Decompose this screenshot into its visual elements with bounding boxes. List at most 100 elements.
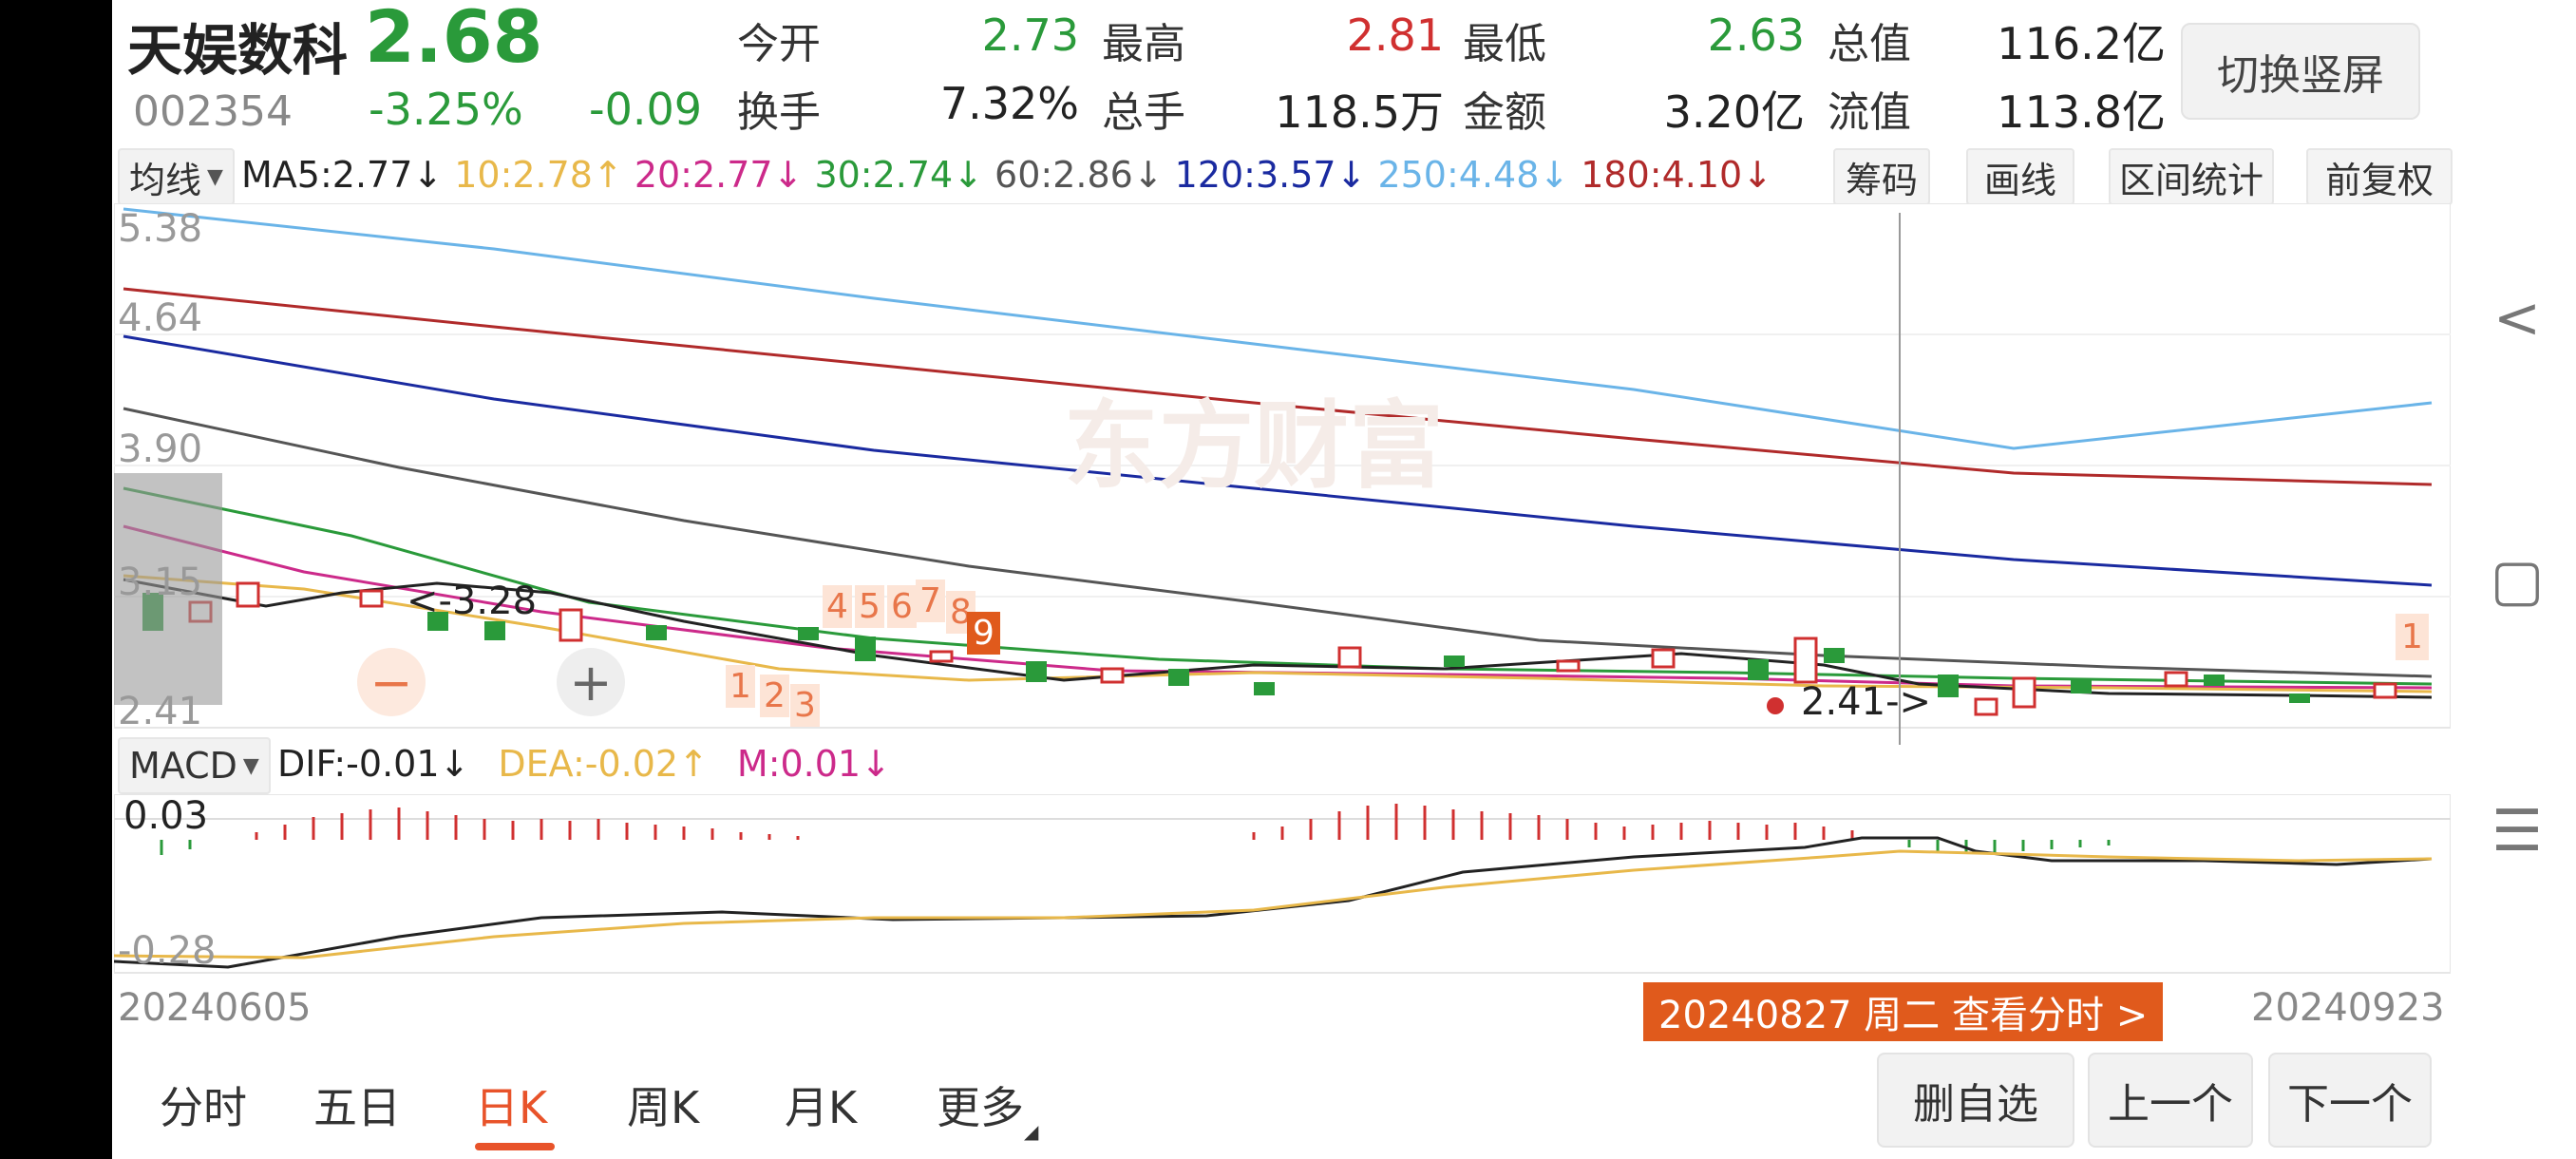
macd-chart[interactable] (114, 794, 2451, 975)
signal-number: 3 (790, 684, 820, 727)
volume-label: 总手 (1102, 88, 1185, 137)
tab-daily-k[interactable]: 日K (475, 1082, 548, 1133)
ma120-line (123, 334, 2433, 587)
draw-line-button[interactable]: 画线 (1966, 148, 2074, 205)
signal-number: 9 (967, 612, 1000, 655)
y-label: 3.90 (118, 428, 203, 471)
chips-button[interactable]: 筹码 (1833, 148, 1930, 205)
ma30-line (123, 486, 2433, 686)
ma-item: 250:4.48↓ (1377, 154, 1570, 196)
ma-item: 180:4.10↓ (1581, 154, 1773, 196)
previous-button[interactable]: 上一个 (2088, 1053, 2253, 1148)
ma-item: 20:2.77↓ (634, 154, 804, 196)
dif-line (114, 836, 2433, 969)
macd-y-bottom: -0.28 (118, 929, 217, 973)
active-tab-underline (475, 1143, 555, 1150)
watermark: 东方财富 (1064, 390, 1444, 502)
signal-number: 4 (823, 585, 852, 628)
ma-item: 120:3.57↓ (1174, 154, 1367, 196)
low-label: 最低 (1463, 20, 1546, 68)
macd-selector-label: MACD (129, 745, 237, 787)
plus-icon: + (569, 652, 613, 712)
y-label: 3.15 (118, 560, 203, 604)
end-date: 20240923 (2251, 986, 2445, 1030)
menu-icon[interactable]: ☰ (2491, 798, 2543, 864)
mktcap-label: 总值 (1828, 20, 1911, 68)
signal-number: 8 (946, 591, 975, 634)
ma-item: 10:2.78↑ (454, 154, 623, 196)
open-label: 今开 (737, 20, 821, 68)
minus-icon: − (369, 652, 413, 712)
stock-code: 002354 (133, 87, 293, 136)
tab-five-day[interactable]: 五日 (313, 1082, 401, 1133)
signal-number: 1 (726, 665, 755, 708)
turnover-value: 7.32% (939, 78, 1079, 129)
next-button[interactable]: 下一个 (2268, 1053, 2432, 1148)
low-dot (1767, 697, 1784, 714)
ma-item: MA5:2.77↓ (241, 154, 444, 196)
float-label: 流值 (1828, 88, 1911, 137)
tab-intraday[interactable]: 分时 (160, 1082, 247, 1133)
low-value: 2.63 (1707, 10, 1805, 61)
signal-number: 5 (855, 585, 884, 628)
float-value: 113.8亿 (1997, 86, 2166, 138)
open-value: 2.73 (981, 10, 1079, 61)
ma-item: 30:2.74↓ (814, 154, 984, 196)
turnover-label: 换手 (737, 88, 821, 137)
tab-monthly-k[interactable]: 月K (785, 1082, 858, 1133)
high-value: 2.81 (1346, 10, 1444, 61)
mktcap-value: 116.2亿 (1997, 18, 2166, 69)
left-black-bar (0, 0, 112, 1159)
dif-value: DIF:-0.01↓ (277, 743, 470, 785)
signal-number: 2 (760, 674, 789, 717)
ma-legend: MA5:2.77↓ 10:2.78↑ 20:2.77↓ 30:2.74↓ 60:… (241, 148, 1772, 201)
kline-chart[interactable]: 东方财富 (114, 203, 2451, 745)
corner-triangle-icon: ◢ (1024, 1120, 1039, 1143)
ma250-line (123, 207, 2433, 450)
amount-value: 3.20亿 (1663, 86, 1805, 138)
macd-legend: DIF:-0.01↓ DEA:-0.02↑ M:0.01↓ (277, 737, 891, 790)
y-label: 2.41 (118, 690, 203, 733)
tab-more[interactable]: 更多◢ (937, 1074, 1038, 1143)
m-value: M:0.01↓ (736, 743, 891, 785)
ma180-line (123, 287, 2433, 486)
zoom-in-button[interactable]: + (557, 648, 625, 716)
change-value: -0.09 (589, 84, 703, 135)
stock-name: 天娱数科 (127, 18, 349, 83)
signal-number: 6 (887, 585, 917, 628)
dropdown-triangle-icon: ▼ (207, 164, 223, 189)
switch-portrait-button[interactable]: 切换竖屏 (2181, 23, 2420, 120)
ma60-line (123, 407, 2433, 678)
signal-number: 7 (916, 580, 945, 622)
macd-y-top: 0.03 (123, 794, 209, 838)
high-label: 最高 (1102, 20, 1185, 68)
y-label: 5.38 (118, 207, 203, 251)
macd-bars (160, 804, 2111, 855)
high-marker-value: 3.28 (451, 580, 538, 623)
change-percent: -3.25% (369, 84, 523, 135)
amount-label: 金额 (1463, 88, 1546, 137)
dea-line (114, 849, 2433, 960)
low-marker-value: 2.41 (1801, 680, 1886, 724)
home-square-icon[interactable]: ▢ (2490, 547, 2545, 614)
stock-price: 2.68 (365, 0, 543, 79)
back-chevron-icon[interactable]: < (2492, 285, 2542, 352)
remove-watchlist-button[interactable]: 删自选 (1877, 1053, 2074, 1148)
ma-selector-label: 均线 (129, 159, 202, 201)
low-marker: 2.41-> (1801, 680, 1932, 724)
y-label: 4.64 (118, 296, 203, 340)
macd-selector[interactable]: MACD ▼ (118, 737, 271, 794)
dropdown-triangle-icon: ▼ (242, 753, 259, 778)
signal-number: 1 (2396, 614, 2429, 660)
tab-more-label: 更多 (937, 1082, 1024, 1133)
high-marker: <-3.28 (407, 580, 538, 623)
date-tooltip-button[interactable]: 20240827 周二 查看分时 > (1643, 982, 2164, 1041)
range-stats-button[interactable]: 区间统计 (2109, 148, 2274, 205)
tab-weekly-k[interactable]: 周K (627, 1082, 700, 1133)
ma-selector[interactable]: 均线 ▼ (118, 148, 235, 205)
ma-item: 60:2.86↓ (994, 154, 1164, 196)
volume-value: 118.5万 (1275, 86, 1444, 138)
adjust-button[interactable]: 前复权 (2306, 148, 2453, 205)
dea-value: DEA:-0.02↑ (498, 743, 709, 785)
zoom-out-button[interactable]: − (357, 648, 426, 716)
